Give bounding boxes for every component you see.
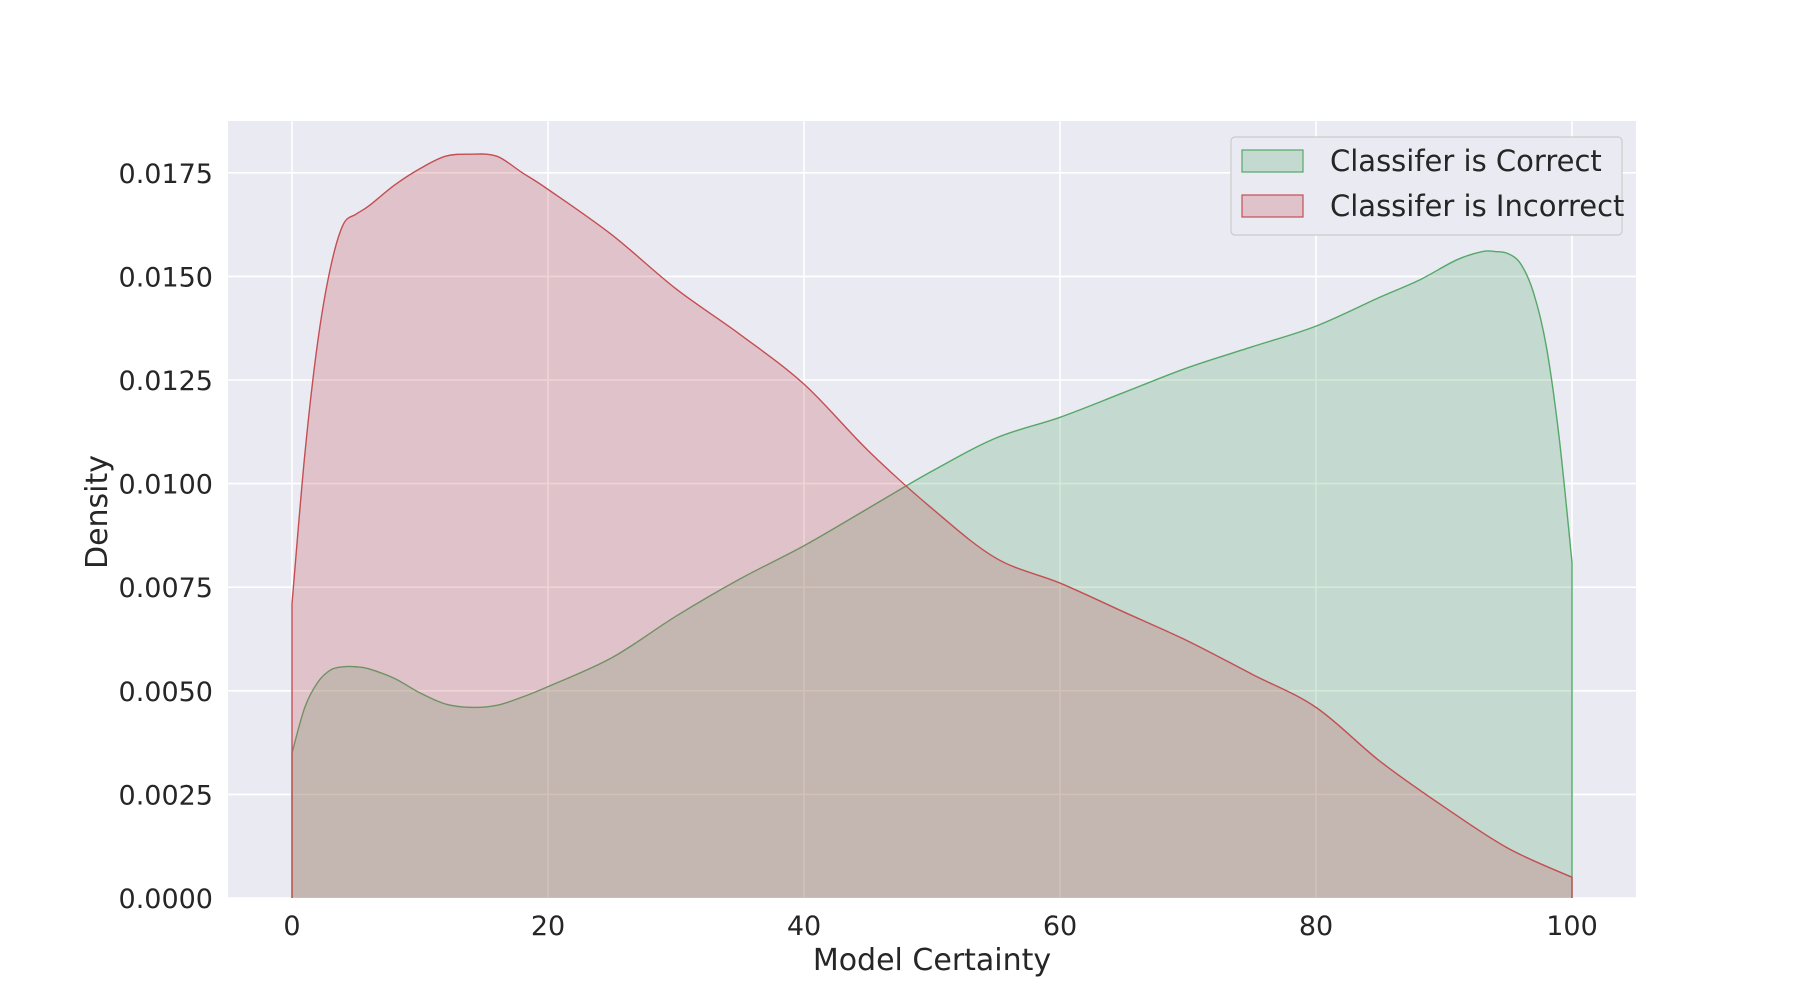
- area-fill-incorrect: [292, 153, 1572, 898]
- y-tick-label: 0.0075: [119, 573, 213, 604]
- x-tick-label: 60: [1043, 911, 1077, 942]
- y-tick-label: 0.0150: [119, 262, 213, 293]
- y-tick-label: 0.0100: [119, 470, 213, 501]
- plot-background: [228, 121, 1636, 898]
- y-axis-label: Density: [80, 455, 115, 569]
- x-tick-label: 0: [283, 911, 300, 942]
- legend-label-incorrect: Classifer is Incorrect: [1330, 189, 1624, 223]
- y-axis-ticks: 0.0000 0.0025 0.0050 0.0075 0.0100 0.0125 0.01…: [119, 159, 213, 915]
- legend-label-correct: Classifer is Correct: [1330, 144, 1602, 178]
- legend-box: [1230, 136, 1623, 236]
- area-outline-incorrect: [291, 153, 1573, 898]
- x-tick-label: 100: [1546, 911, 1598, 942]
- legend: Classifer is Correct Classifer is Incorr…: [1230, 136, 1624, 236]
- legend-swatch-correct: [1241, 149, 1304, 173]
- x-axis-ticks: 0 20 40 60 80 100: [283, 911, 1597, 942]
- y-tick-label: 0.0050: [119, 677, 213, 708]
- x-tick-label: 80: [1299, 911, 1333, 942]
- y-tick-label: 0.0175: [119, 159, 213, 190]
- x-tick-label: 20: [531, 911, 565, 942]
- x-axis-label: Model Certainty: [813, 943, 1051, 978]
- legend-swatch-incorrect: [1241, 194, 1304, 218]
- y-tick-label: 0.0000: [119, 884, 213, 915]
- x-tick-label: 40: [787, 911, 821, 942]
- grid: [228, 121, 1636, 899]
- area-fill-correct: [292, 250, 1572, 898]
- density-areas: [291, 153, 1573, 898]
- area-outline-correct: [291, 250, 1573, 898]
- y-tick-label: 0.0125: [119, 366, 213, 397]
- y-tick-label: 0.0025: [119, 780, 213, 811]
